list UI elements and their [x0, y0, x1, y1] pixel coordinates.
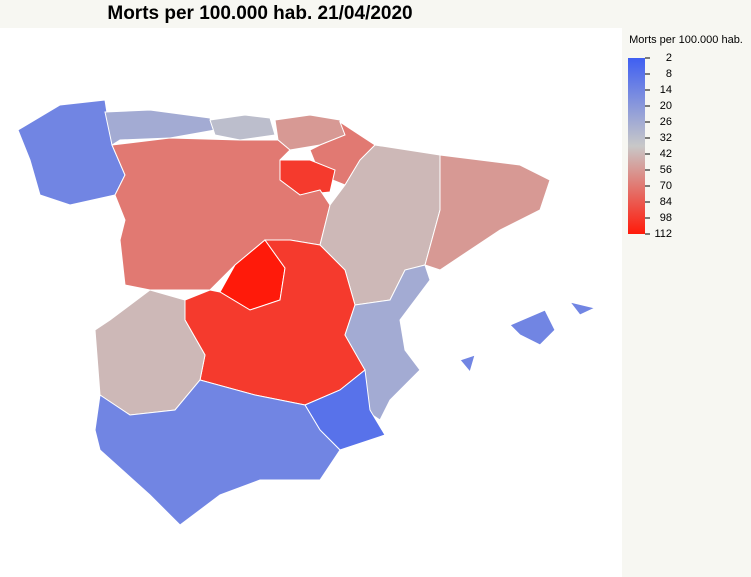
- legend-tick-label: 42: [660, 148, 672, 160]
- color-bar: [628, 58, 645, 234]
- legend-tick-label: 98: [660, 212, 672, 224]
- region: [424, 154, 551, 271]
- title-bar: [0, 0, 751, 28]
- legend-tick-label: 8: [666, 68, 672, 80]
- legend-tick-label: 32: [660, 132, 672, 144]
- region: [104, 109, 216, 146]
- map-title: Morts per 100.000 hab. 21/04/2020: [107, 3, 413, 24]
- legend-tick-label: 112: [654, 228, 672, 240]
- legend-tick-label: 26: [660, 116, 672, 128]
- legend-tick-label: 84: [660, 196, 672, 208]
- legend-tick-label: 14: [660, 84, 672, 96]
- region: [209, 114, 276, 141]
- legend-tick-label: 70: [660, 180, 672, 192]
- region: [459, 301, 597, 374]
- region: [94, 379, 341, 526]
- regions: [17, 99, 597, 526]
- legend-tick-label: 20: [660, 100, 672, 112]
- legend-title: Morts per 100.000 hab.: [629, 34, 743, 46]
- legend-tick-label: 2: [666, 52, 672, 64]
- legend-tick-label: 56: [660, 164, 672, 176]
